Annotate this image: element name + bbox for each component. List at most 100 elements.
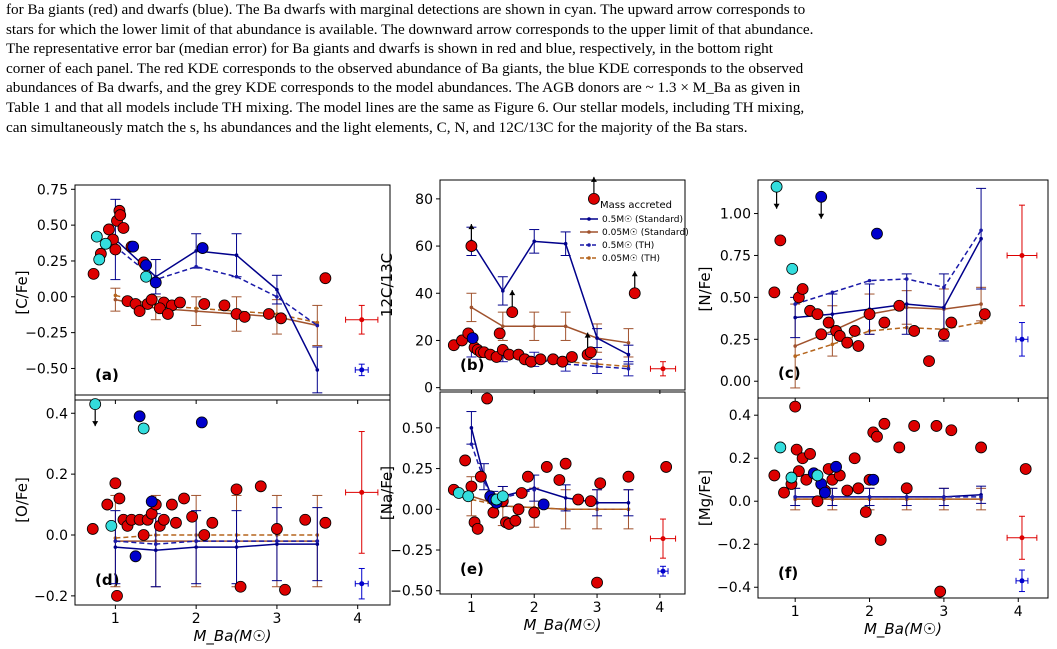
model-th-05-point [793, 495, 797, 499]
model-std-05-point [830, 312, 835, 316]
rep-error-dwarf-point [1019, 578, 1025, 584]
limit-arrowhead [773, 203, 780, 209]
model-std-005-point [501, 324, 505, 329]
giant-point [852, 340, 865, 352]
dwarf-point [830, 460, 842, 473]
model-std-05-point [626, 352, 631, 357]
giant-point [493, 327, 506, 340]
giant-point [852, 482, 865, 495]
caption-line: can simultaneously match the s, hs abund… [6, 118, 748, 136]
marginal-point [90, 230, 103, 243]
x-tick-label: 4 [655, 600, 664, 616]
model-th-05-point [275, 295, 279, 299]
y-axis-label: [C/Fe] [13, 270, 31, 314]
model-th-005 [794, 321, 982, 357]
limit-arrowhead [468, 224, 475, 230]
model-std-05-point [563, 241, 568, 246]
limit-arrowhead [584, 332, 591, 338]
legend: Mass accreted 0.5M☉ (Standard) 0.05M☉ (Sta… [580, 200, 689, 264]
model-std-05-point [275, 287, 279, 292]
model-std-005 [471, 306, 629, 344]
model-th-005-point [979, 320, 983, 325]
model-std-05-point [113, 545, 118, 549]
y-tick-label: −0.25 [390, 543, 433, 559]
marginal-point [811, 469, 824, 482]
panel-frame [74, 394, 391, 606]
dwarf-point [871, 227, 883, 240]
giant-point [878, 417, 891, 430]
legend-marker [587, 217, 591, 221]
giant-point [559, 457, 572, 470]
marginal-point [93, 253, 106, 266]
model-std-05-point [234, 545, 239, 549]
giant-point [594, 477, 607, 490]
giant-point [789, 400, 802, 413]
y-axis-label: [Mg/Fe] [696, 470, 714, 526]
rep-error-giant-point [660, 536, 666, 542]
giant-point [768, 286, 781, 299]
panel-frame [439, 179, 686, 391]
giant-point [778, 486, 790, 499]
dwarf-point [819, 486, 831, 499]
model-std-005-point [113, 297, 118, 302]
model-th-05-point [830, 495, 835, 499]
giant-point [86, 523, 99, 535]
model-th-05-point [904, 495, 909, 499]
model-std-05-point [315, 542, 320, 546]
model-th-05-point [234, 539, 239, 543]
caption-line: stars for which the lower limit of that … [6, 20, 814, 38]
giant-point [465, 240, 478, 252]
model-th-05-point [979, 228, 983, 233]
dwarf-point [140, 259, 152, 272]
giant-point [796, 283, 809, 295]
model-std-005-point [532, 324, 537, 329]
x-tick-label: 3 [272, 611, 281, 627]
giant-point [319, 516, 332, 529]
y-tick-label: −0.2 [717, 537, 751, 553]
caption-line: for Ba giants (red) and dwarfs (blue). T… [6, 1, 806, 18]
limit-arrowhead [818, 213, 825, 219]
panel-label: (c) [778, 364, 801, 382]
giant-point [230, 483, 243, 496]
y-tick-label: 0.00 [37, 290, 68, 306]
y-axis-label: [N/Fe] [696, 266, 714, 311]
giant-point [170, 516, 182, 529]
model-th-005-point [194, 306, 198, 311]
model-th-05 [470, 443, 535, 504]
model-th-05-point [626, 366, 631, 371]
giant-point [945, 424, 958, 437]
giant-point [487, 506, 500, 519]
giant-point [900, 482, 913, 495]
legend-entry: 0.5M☉ (TH) [602, 241, 654, 251]
model-th-05-point [942, 495, 946, 499]
legend-marker [587, 230, 591, 234]
y-tick-label: 80 [415, 192, 433, 208]
rep-error-dwarf-point [1019, 336, 1025, 342]
giant-point [161, 308, 174, 320]
giant-point [893, 441, 906, 454]
giant-point [117, 222, 130, 234]
y-tick-label: 0.25 [37, 254, 68, 270]
giant-point [553, 474, 566, 486]
giant-point [628, 287, 641, 300]
giant-point [841, 336, 854, 349]
panel-label: (a) [95, 366, 119, 384]
model-std-05-point [501, 289, 505, 293]
giant-point [157, 513, 170, 526]
model-th-05-point [942, 285, 946, 290]
dwarf-point [537, 498, 550, 511]
giant-point [465, 480, 478, 493]
giant-point [178, 492, 190, 505]
giant-point [566, 351, 578, 363]
giant-point [792, 465, 805, 478]
y-tick-label: 0.75 [720, 248, 751, 264]
dwarf-point [149, 276, 162, 289]
x-axis-label: M_Ba(M☉) [523, 616, 601, 635]
caption-line: The representative error bar (median err… [6, 40, 773, 58]
giant-point [198, 298, 211, 310]
model-std-05 [114, 238, 318, 371]
giant-point [848, 452, 861, 465]
y-axis-label: [Na/Fe] [378, 466, 396, 520]
y-tick-label: 0.00 [720, 374, 751, 390]
giant-point [622, 470, 635, 483]
